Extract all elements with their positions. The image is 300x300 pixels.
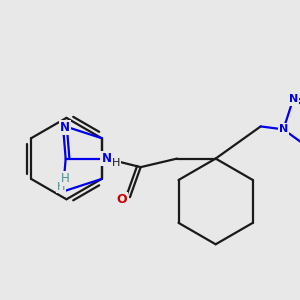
Text: H: H [61,172,70,185]
Text: H: H [57,182,65,192]
Text: N: N [101,152,111,165]
Text: O: O [116,193,127,206]
Text: N: N [60,121,70,134]
Text: N: N [289,94,298,104]
Text: H: H [112,158,120,168]
Text: N: N [279,124,288,134]
